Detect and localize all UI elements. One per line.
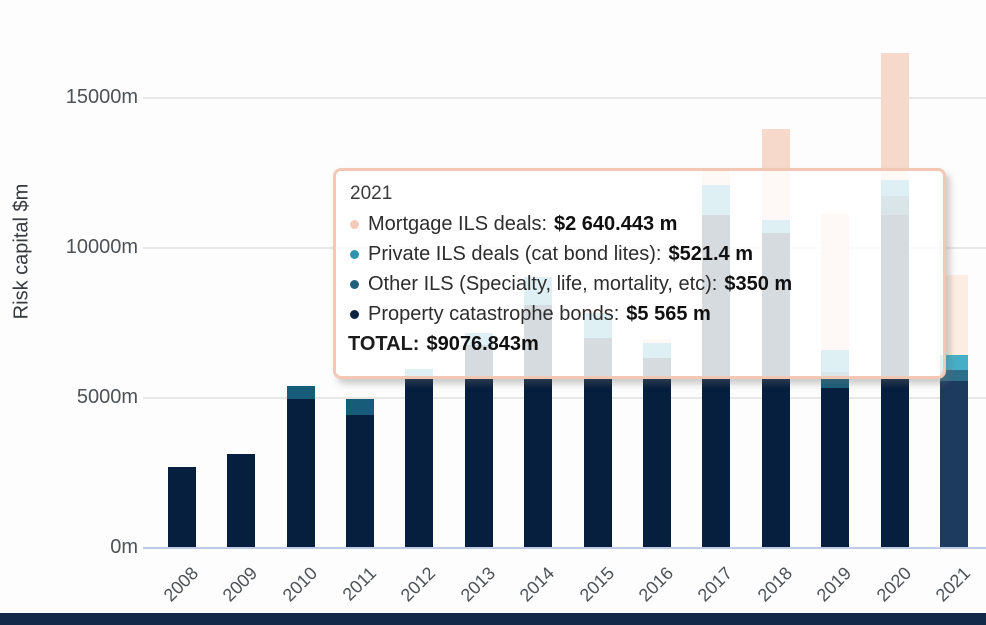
y-tick-label: 0m (110, 536, 138, 558)
tooltip-row: Private ILS deals (cat bond lites): $521.… (348, 239, 929, 269)
gridline (143, 96, 986, 99)
tooltip-total-value: $9076.843m (426, 332, 539, 355)
x-axis-baseline (143, 547, 986, 549)
bar-2019-property-catastrophe-bonds[interactable] (821, 387, 850, 548)
gridline (143, 396, 986, 399)
tooltip-row-value: $521.4 m (668, 242, 753, 265)
bar-2011-other-ils-specialty-life-mortality-etc[interactable] (345, 398, 374, 416)
footer-strip (0, 613, 986, 625)
tooltip-total-label: TOTAL: (348, 332, 420, 355)
tooltip-row-label: Private ILS deals (cat bond lites): (368, 242, 662, 265)
series-dot-icon (350, 279, 359, 289)
series-dot-icon (350, 219, 359, 229)
series-dot-icon (350, 249, 359, 259)
y-tick-label: 15000m (65, 85, 138, 108)
chart-tooltip: 2021 Mortgage ILS deals: $2 640.443 m Priv… (333, 168, 946, 379)
y-tick-label: 10000m (65, 235, 138, 258)
bar-2021-property-catastrophe-bonds[interactable] (939, 380, 968, 548)
bar-2021-other-ils-specialty-life-mortality-etc[interactable] (939, 370, 968, 381)
bar-2010-property-catastrophe-bonds[interactable] (286, 399, 315, 548)
tooltip-row: Mortgage ILS deals: $2 640.443 m (348, 209, 929, 239)
tooltip-row-value: $2 640.443 m (554, 212, 678, 235)
bar-2008-property-catastrophe-bonds[interactable] (167, 467, 196, 548)
tooltip-row: Other ILS (Specialty, life, mortality, e… (348, 269, 929, 299)
tooltip-row: Property catastrophe bonds: $5 565 m (348, 299, 929, 329)
tooltip-row-label: Property catastrophe bonds: (368, 302, 620, 325)
series-dot-icon (350, 309, 359, 319)
bar-2010-other-ils-specialty-life-mortality-etc[interactable] (286, 385, 315, 400)
tooltip-row-label: Mortgage ILS deals: (368, 212, 547, 235)
bar-2011-property-catastrophe-bonds[interactable] (345, 415, 374, 548)
bar-2021-private-ils-deals-cat-bond-lites[interactable] (939, 354, 968, 371)
bar-2016-property-catastrophe-bonds[interactable] (642, 358, 671, 548)
tooltip-row-label: Other ILS (Specialty, life, mortality, e… (368, 272, 718, 295)
y-tick-label: 5000m (76, 385, 138, 408)
tooltip-total-row: TOTAL: $9076.843m (348, 329, 929, 359)
bar-2012-property-catastrophe-bonds[interactable] (405, 377, 434, 548)
tooltip-row-value: $350 m (724, 272, 793, 295)
tooltip-row-value: $5 565 m (626, 302, 711, 325)
bar-2020-mortgage-ils-deals[interactable] (880, 52, 909, 180)
tooltip-year-title: 2021 (350, 183, 393, 204)
bar-2009-property-catastrophe-bonds[interactable] (227, 454, 256, 548)
